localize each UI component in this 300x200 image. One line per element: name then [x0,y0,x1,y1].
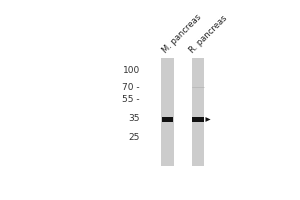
Bar [191,58,204,166]
Polygon shape [206,117,211,122]
Bar [162,117,173,122]
Text: 70 -: 70 - [122,83,140,92]
Text: 100: 100 [123,66,140,75]
Text: M. pancreas: M. pancreas [160,12,203,55]
Text: R. pancreas: R. pancreas [188,13,230,55]
Text: 55 -: 55 - [122,95,140,104]
Text: 25: 25 [128,133,140,142]
Bar [192,117,203,122]
Text: 35: 35 [128,114,140,123]
Bar [161,58,174,166]
